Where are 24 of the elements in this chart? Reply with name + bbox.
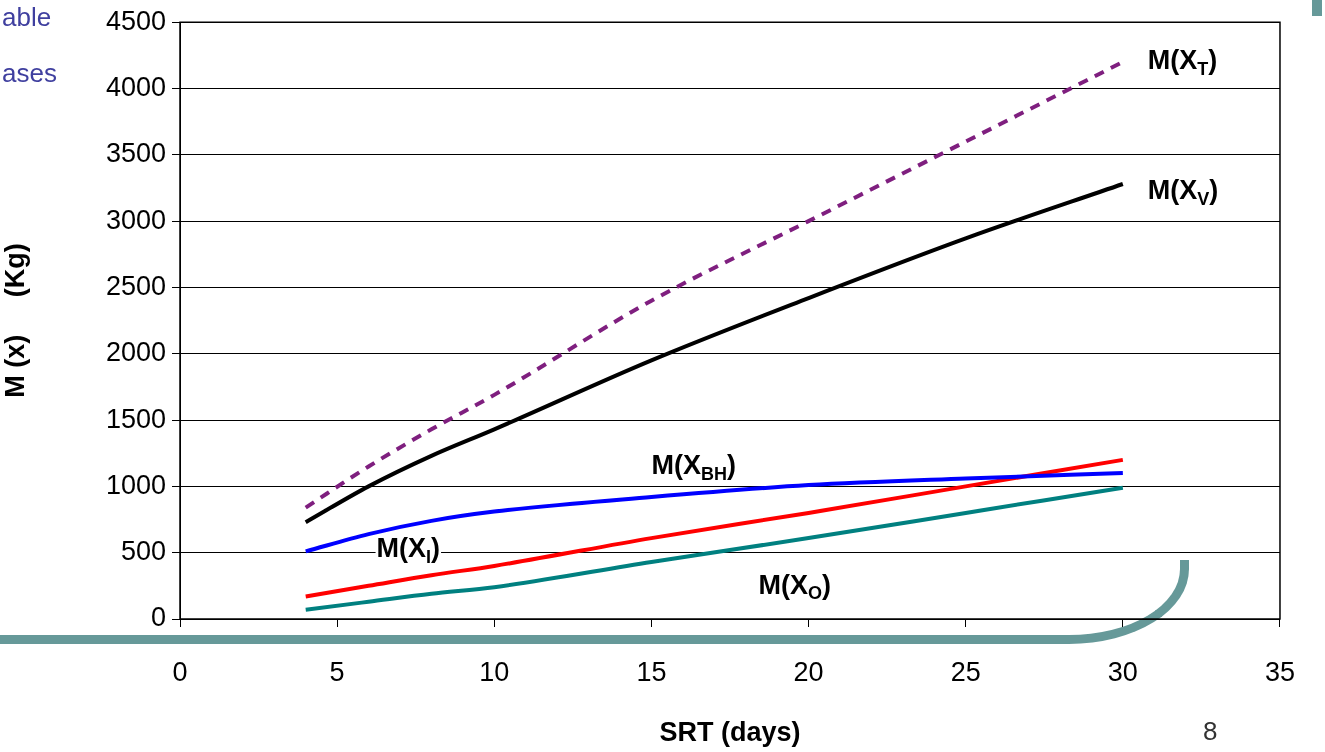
text: 8 (1203, 716, 1218, 747)
x-tick-label: 30 (1107, 656, 1138, 687)
x-tick-label: 15 (636, 656, 667, 687)
y-tick-label: 2500 (105, 270, 166, 301)
x-tick-label: 10 (479, 656, 510, 687)
y-tick-label: 4500 (105, 5, 166, 36)
line-series (303, 485, 1125, 612)
y-tick-label: 0 (150, 602, 166, 633)
y-tick-label: 1500 (105, 403, 166, 434)
x-tick-label: 35 (1264, 656, 1296, 687)
y-tick-label: 3000 (105, 204, 166, 235)
text: able (2, 2, 52, 33)
x-tick-label: 25 (950, 656, 981, 687)
x-axis-title: SRT (days) (659, 717, 801, 748)
x-tick-label: 0 (172, 656, 188, 687)
y-tick-label: 3500 (105, 138, 166, 169)
x-tick-label: 20 (793, 656, 824, 687)
x-tick-label: 5 (329, 656, 345, 687)
text: ases (2, 58, 57, 89)
y-axis-title: M (x) (Kg) (0, 243, 30, 398)
y-tick-label: 1000 (105, 469, 166, 500)
y-tick-label: 2000 (105, 337, 166, 368)
y-tick-label: 500 (120, 536, 166, 567)
y-tick-label: 4000 (105, 71, 166, 102)
